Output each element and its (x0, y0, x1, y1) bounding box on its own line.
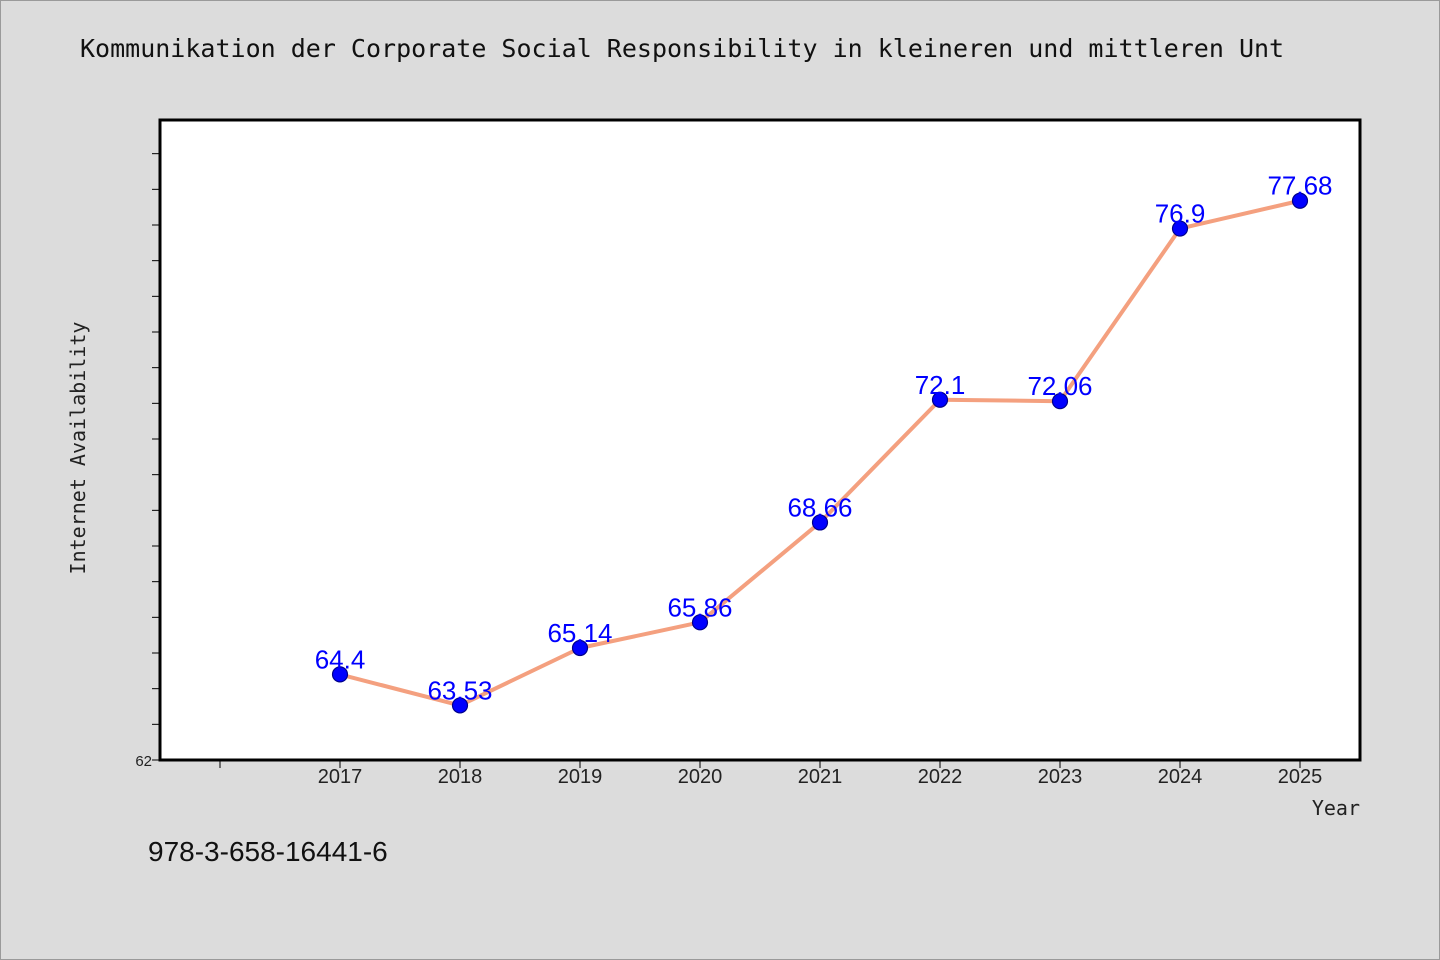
x-tick-label: 2021 (798, 766, 843, 788)
data-point (331, 666, 349, 683)
x-tick-label: 2022 (918, 766, 963, 788)
data-point (451, 697, 469, 714)
data-label: 76.9 (1155, 199, 1206, 229)
data-point (1051, 393, 1069, 410)
x-tick-label: 2025 (1278, 766, 1323, 788)
data-label: 68.66 (787, 492, 852, 522)
data-point (691, 614, 709, 631)
data-point (931, 391, 949, 408)
data-label: 65.14 (547, 618, 612, 648)
data-label: 72.06 (1027, 371, 1092, 401)
x-tick-label: 2018 (438, 766, 483, 788)
x-tick-label: 2020 (678, 766, 723, 788)
data-label: 63.53 (427, 675, 492, 705)
y-tick-label: 62 (135, 753, 152, 770)
data-label: 77.68 (1267, 171, 1332, 201)
x-tick-label: 2023 (1038, 766, 1083, 788)
data-label: 72.1 (915, 370, 966, 400)
data-label: 65.86 (667, 592, 732, 622)
x-tick-label: 2024 (1158, 766, 1203, 788)
isbn-footer: 978-3-658-16441-6 (148, 836, 388, 867)
data-label: 64.4 (315, 644, 366, 674)
data-point (811, 514, 829, 531)
x-axis-label: Year (1311, 796, 1360, 820)
data-point (1291, 192, 1309, 209)
plot-area (158, 118, 1362, 762)
data-point (1171, 220, 1189, 237)
chart-title: Kommunikation der Corporate Social Respo… (80, 34, 1285, 63)
x-tick-label: 2017 (318, 766, 363, 788)
data-point (571, 639, 589, 657)
x-tick-label: 2019 (558, 766, 603, 788)
